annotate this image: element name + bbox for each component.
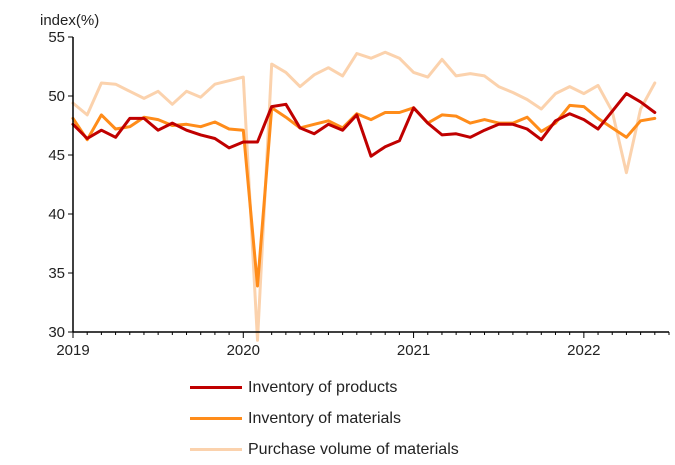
legend-item: Inventory of products <box>190 372 459 403</box>
x-axis: 2019 2020 2021 2022 <box>56 332 670 359</box>
legend-swatch <box>190 386 242 389</box>
legend-item: Inventory of materials <box>190 403 459 434</box>
y-axis-label: index(%) <box>40 12 99 29</box>
y-tick-label: 35 <box>48 265 65 282</box>
y-axis: 30 35 40 45 50 55 <box>48 29 73 341</box>
y-tick-label: 50 <box>48 88 65 105</box>
line-chart: index(%) 30 35 40 45 50 55 2019 2020 2021 2022 <box>40 12 670 359</box>
x-tick-label: 2019 <box>56 342 89 359</box>
legend-label: Purchase volume of materials <box>248 440 459 458</box>
series-lines <box>71 50 657 342</box>
legend-swatch <box>190 417 242 420</box>
x-tick-label: 2022 <box>567 342 600 359</box>
legend-swatch <box>190 448 242 451</box>
y-tick-label: 45 <box>48 147 65 164</box>
legend-label: Inventory of products <box>248 378 398 396</box>
series-line-purchase-volume-of-materials <box>71 50 657 342</box>
x-tick-label: 2021 <box>397 342 430 359</box>
x-tick-label: 2020 <box>227 342 260 359</box>
series-line-inventory-of-products <box>71 92 657 158</box>
legend-item: Purchase volume of materials <box>190 434 459 465</box>
legend-label: Inventory of materials <box>248 409 401 427</box>
y-tick-label: 30 <box>48 324 65 341</box>
y-tick-label: 55 <box>48 29 65 46</box>
legend: Inventory of products Inventory of materi… <box>190 372 459 465</box>
y-tick-label: 40 <box>48 206 65 223</box>
